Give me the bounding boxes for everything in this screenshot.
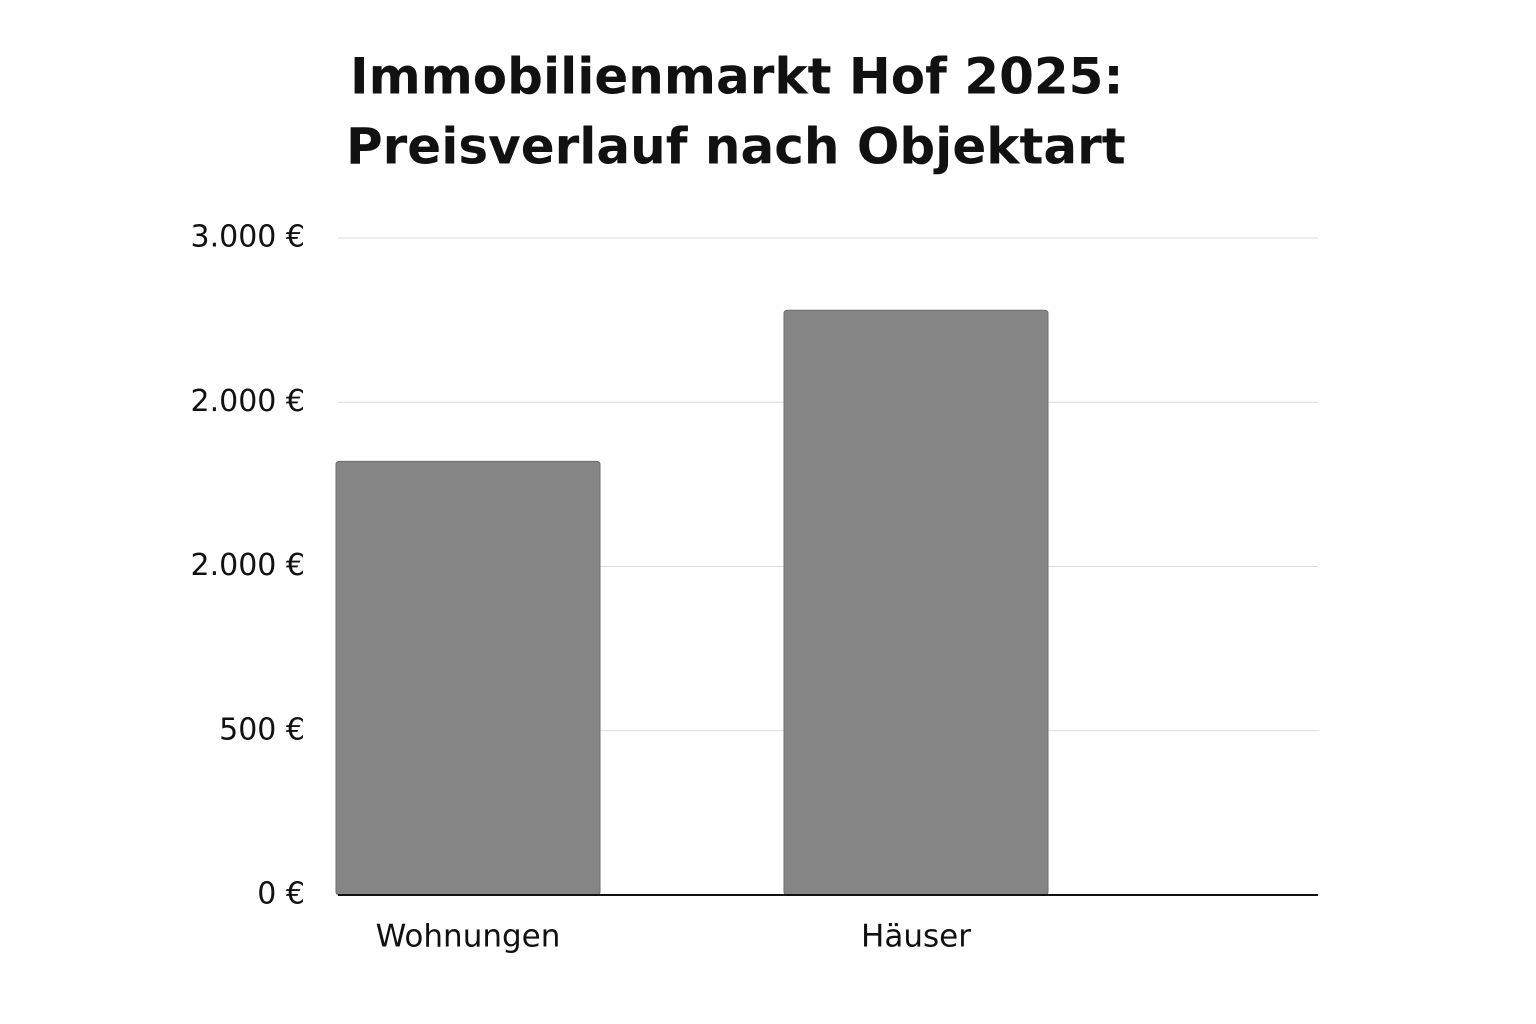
- y-tick-label: 2.000 €: [190, 548, 305, 583]
- x-tick-label: Wohnungen: [376, 919, 561, 955]
- y-tick-label: 3.000 €: [190, 220, 305, 255]
- bar: [783, 309, 1049, 896]
- chart-title: Preisverlauf nach Objektart: [346, 118, 1126, 176]
- y-tick-label: 2.000 €: [190, 384, 305, 419]
- y-tick-label: 0 €: [257, 877, 305, 912]
- bar: [335, 460, 601, 896]
- x-tick-label: Häuser: [861, 919, 971, 955]
- y-tick-label: 500 €: [219, 712, 305, 747]
- chart-title: Immobilienmarkt Hof 2025:: [350, 48, 1123, 106]
